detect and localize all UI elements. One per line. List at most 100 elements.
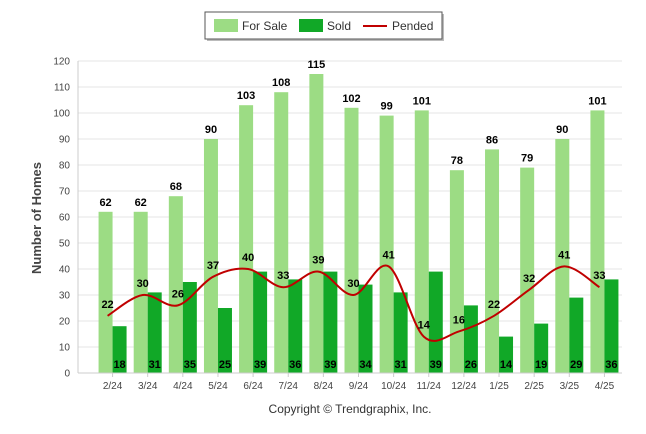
legend-box [204, 11, 443, 40]
for-sale-value-label: 101 [413, 95, 431, 107]
legend-label: Sold [327, 19, 351, 33]
for-sale-bar [133, 211, 148, 373]
for-sale-bar [274, 92, 289, 373]
y-tick-label: 110 [54, 83, 70, 94]
x-tick-label: 12/24 [451, 381, 476, 392]
y-tick-label: 10 [59, 343, 71, 354]
sold-bar [428, 271, 443, 373]
sold-value-label: 26 [465, 359, 477, 371]
pended-value-label: 33 [593, 270, 605, 282]
sold-value-label: 31 [149, 359, 161, 371]
y-tick-label: 30 [59, 291, 71, 302]
x-tick-label: 2/24 [103, 381, 123, 392]
pended-value-label: 37 [207, 260, 219, 272]
for-sale-bar [485, 149, 500, 373]
x-tick-label: 11/24 [417, 381, 442, 392]
copyright-text: Copyright © Trendgraphix, Inc. [269, 402, 432, 416]
legend-item-sold[interactable]: Sold [299, 19, 351, 33]
for-sale-bar [168, 196, 183, 373]
for-sale-value-label: 68 [170, 181, 182, 193]
x-tick-label: 6/24 [243, 381, 263, 392]
y-tick-label: 90 [59, 135, 71, 146]
for-sale-bar [379, 115, 394, 373]
sold-bar [569, 297, 584, 373]
pended-value-label: 26 [172, 288, 184, 300]
x-tick-label: 2/25 [524, 381, 544, 392]
for-sale-value-label: 115 [307, 59, 325, 71]
pended-value-label: 40 [242, 252, 254, 264]
x-tick-label: 8/24 [314, 381, 334, 392]
legend-item-for-sale[interactable]: For Sale [214, 19, 288, 33]
sold-bar [463, 305, 478, 373]
sold-bar [604, 279, 619, 373]
sold-value-label: 36 [289, 359, 301, 371]
x-tick-label: 4/25 [595, 381, 615, 392]
legend-item-pended[interactable]: Pended [363, 19, 433, 33]
pended-value-label: 14 [418, 320, 431, 332]
pended-line-layer [107, 264, 600, 342]
sold-value-label: 14 [500, 359, 513, 371]
for-sale-value-label: 103 [237, 90, 255, 102]
x-tick-label: 1/25 [489, 381, 509, 392]
y-tick-label: 120 [53, 57, 70, 68]
y-tick-label: 100 [53, 109, 70, 120]
sold-value-label: 18 [113, 359, 125, 371]
x-tick-label: 4/24 [173, 381, 193, 392]
data-labels: 62 18 22 62 31 30 68 35 26 90 25 37 103 39 40 108 36 33 11… [99, 59, 617, 371]
for-sale-value-label: 86 [486, 134, 498, 146]
pended-value-label: 16 [453, 314, 465, 326]
sold-bar [393, 292, 408, 373]
pended-value-label: 41 [558, 249, 570, 261]
sold-bar [147, 292, 162, 373]
x-tick-label: 5/24 [208, 381, 228, 392]
axes: 0 10 20 30 40 50 60 70 80 90 100 110 120 2/24 3/24 4/24… [53, 57, 622, 392]
for-sale-bar [309, 74, 324, 373]
x-tick-label: 3/25 [560, 381, 580, 392]
pended-value-label: 33 [277, 270, 289, 282]
for-sale-value-label: 62 [99, 197, 111, 209]
x-tick-label: 9/24 [349, 381, 369, 392]
for-sale-value-label: 78 [451, 155, 463, 167]
sold-bar [534, 323, 549, 373]
sold-value-label: 31 [395, 359, 407, 371]
for-sale-bar [555, 139, 570, 373]
pended-value-label: 22 [488, 299, 500, 311]
y-tick-label: 70 [59, 187, 71, 198]
legend-swatch [299, 19, 323, 32]
y-tick-label: 0 [64, 369, 70, 380]
sold-bar [288, 279, 303, 373]
legend-swatch [214, 19, 238, 32]
y-tick-label: 40 [59, 265, 71, 276]
pended-value-label: 39 [312, 255, 324, 267]
bars [98, 74, 619, 374]
sold-value-label: 35 [184, 359, 196, 371]
pended-value-label: 32 [523, 273, 535, 285]
for-sale-bar [520, 167, 535, 373]
x-tick-label: 3/24 [138, 381, 158, 392]
sold-value-label: 36 [605, 359, 617, 371]
legend[interactable]: For Sale Sold Pended [204, 11, 444, 41]
for-sale-bar [203, 139, 218, 373]
pended-value-label: 30 [137, 278, 149, 290]
pended-line [107, 264, 600, 342]
sold-bar [253, 271, 268, 373]
pended-value-label: 22 [101, 299, 113, 311]
for-sale-bar [414, 110, 429, 374]
x-tick-label: 7/24 [278, 381, 298, 392]
y-tick-label: 80 [59, 161, 71, 172]
sold-value-label: 39 [254, 359, 266, 371]
for-sale-value-label: 101 [588, 95, 606, 107]
y-tick-label: 50 [59, 239, 71, 250]
sold-bar [499, 336, 514, 373]
pended-value-label: 41 [383, 249, 395, 261]
for-sale-value-label: 79 [521, 153, 533, 165]
for-sale-bar [344, 107, 359, 374]
sold-bar [112, 326, 127, 373]
sold-bar [217, 308, 232, 373]
for-sale-value-label: 90 [556, 124, 568, 136]
for-sale-value-label: 90 [205, 124, 217, 136]
for-sale-value-label: 99 [381, 101, 393, 113]
legend-label: Pended [392, 19, 433, 33]
sold-value-label: 25 [219, 359, 231, 371]
